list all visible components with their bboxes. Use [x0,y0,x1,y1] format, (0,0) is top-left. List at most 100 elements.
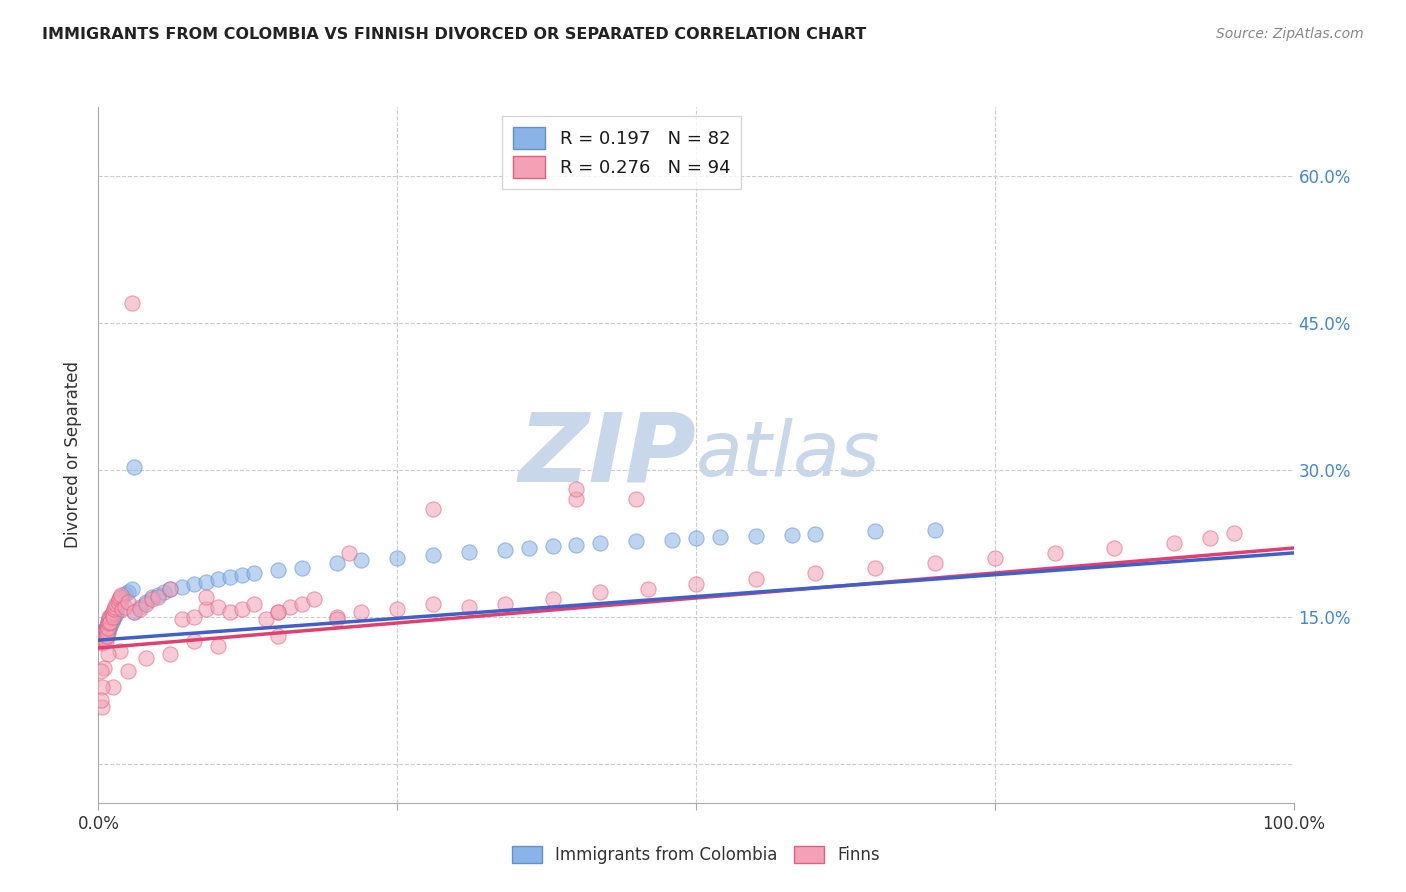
Point [745,529,768,543]
Point [103,609,125,624]
Point [97,621,120,635]
Point [101,611,124,625]
Point [96,629,118,643]
Point [93,629,115,643]
Point [101,607,124,622]
Point [98,616,121,631]
Point [326,609,349,624]
Point [339,546,360,560]
Point [93,624,115,639]
Point [97,626,120,640]
Point [107,591,129,606]
Point [101,605,124,619]
Point [291,560,314,574]
Point [863,524,887,539]
Point [541,591,564,606]
Point [626,534,648,549]
Point [96,627,118,641]
Legend: Immigrants from Colombia, Finns: Immigrants from Colombia, Finns [505,839,887,871]
Point [91,631,114,645]
Text: IMMIGRANTS FROM COLOMBIA VS FINNISH DIVORCED OR SEPARATED CORRELATION CHART: IMMIGRANTS FROM COLOMBIA VS FINNISH DIVO… [42,27,866,42]
Point [117,595,139,609]
Point [685,531,707,545]
Point [93,629,115,643]
Point [148,588,170,602]
Point [91,627,114,641]
Point [105,607,128,621]
Point [207,599,229,614]
Point [1043,546,1066,560]
Point [104,605,127,619]
Point [302,591,325,606]
Point [243,566,266,580]
Point [458,599,481,614]
Point [589,585,612,599]
Point [91,699,114,714]
Point [207,573,229,587]
Point [121,582,143,597]
Point [267,563,290,577]
Point [100,609,122,624]
Point [172,611,194,625]
Point [326,556,349,570]
Point [1198,531,1220,545]
Point [121,296,143,310]
Point [98,616,121,631]
Point [350,605,373,619]
Point [231,568,253,582]
Point [107,599,129,614]
Point [243,597,266,611]
Point [267,605,290,619]
Text: ZIP: ZIP [517,409,696,501]
Point [517,541,540,555]
Point [159,582,181,597]
Point [135,650,157,665]
Point [124,459,146,474]
Point [458,545,481,559]
Point [385,601,409,615]
Point [207,639,229,653]
Point [385,550,409,565]
Point [101,609,124,624]
Point [93,634,115,648]
Point [103,601,125,615]
Point [100,607,122,621]
Point [172,580,194,594]
Point [98,615,122,629]
Point [494,543,516,558]
Point [124,605,146,619]
Point [98,611,122,625]
Point [626,491,648,506]
Point [1222,526,1246,541]
Point [104,599,127,614]
Point [98,621,121,635]
Point [129,599,152,614]
Point [422,548,444,562]
Point [1163,536,1185,550]
Point [924,556,946,570]
Point [111,601,134,615]
Point [97,621,120,635]
Point [108,590,131,604]
Point [804,527,827,541]
Point [278,599,301,614]
Point [90,693,112,707]
Point [984,550,1007,565]
Point [291,597,314,611]
Point [494,597,516,611]
Point [589,536,612,550]
Point [97,619,120,633]
Point [267,605,290,619]
Point [93,631,115,645]
Point [117,664,139,678]
Point [91,626,114,640]
Point [107,597,129,611]
Point [96,624,118,639]
Point [183,609,205,624]
Point [141,590,163,604]
Point [129,601,152,615]
Point [96,619,118,633]
Text: Source: ZipAtlas.com: Source: ZipAtlas.com [1216,27,1364,41]
Point [350,553,373,567]
Point [97,647,120,661]
